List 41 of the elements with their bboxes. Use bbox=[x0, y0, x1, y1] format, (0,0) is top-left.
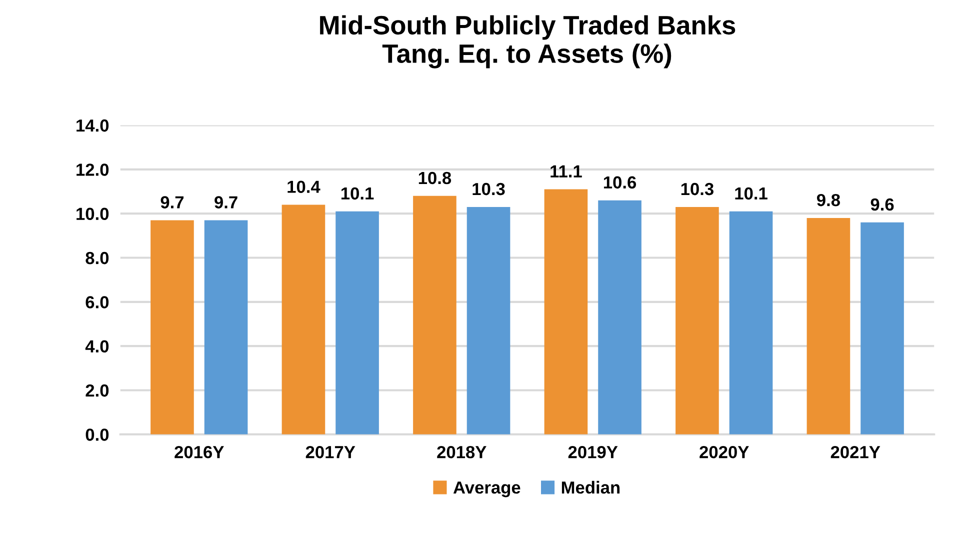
y-tick-label: 6.0 bbox=[86, 296, 109, 308]
bar bbox=[544, 189, 588, 434]
data-label: 10.1 bbox=[735, 187, 768, 200]
bar bbox=[598, 200, 642, 434]
x-tick-label: 2019Y bbox=[568, 446, 618, 458]
y-tick-label: 2.0 bbox=[86, 384, 109, 397]
x-tick-label: 2017Y bbox=[306, 446, 356, 458]
y-tick-label: 8.0 bbox=[86, 252, 109, 264]
data-label: 9.6 bbox=[870, 198, 894, 211]
bar bbox=[150, 220, 194, 434]
bar bbox=[466, 206, 510, 434]
x-tick-label: 2021Y bbox=[830, 446, 880, 458]
y-tick-label: 12.0 bbox=[76, 164, 109, 176]
y-tick-label: 14.0 bbox=[76, 119, 109, 132]
data-label: 10.6 bbox=[604, 176, 636, 189]
y-tick-label: 0.0 bbox=[86, 428, 109, 441]
data-label: 11.1 bbox=[550, 165, 582, 178]
bar bbox=[336, 211, 379, 434]
bar bbox=[676, 206, 719, 434]
x-tick-label: 2016Y bbox=[174, 446, 224, 458]
legend-label: Median bbox=[562, 480, 620, 494]
bar bbox=[413, 196, 456, 434]
bar bbox=[204, 220, 248, 434]
data-label: 10.3 bbox=[681, 182, 714, 196]
bar bbox=[729, 211, 773, 434]
data-label: 9.7 bbox=[160, 196, 184, 208]
y-tick-label: 10.0 bbox=[76, 208, 109, 220]
x-tick-label: 2020Y bbox=[700, 446, 749, 458]
data-label: 10.4 bbox=[288, 180, 320, 193]
chart-title: Mid-South Publicly Traded Banks Tang. Eq. to Assets (%) bbox=[320, 15, 736, 68]
legend-label: Average bbox=[453, 482, 520, 498]
bar bbox=[282, 204, 326, 434]
bar bbox=[860, 222, 904, 434]
x-tick-label: 2018Y bbox=[437, 446, 486, 458]
data-label: 10.1 bbox=[341, 187, 374, 200]
data-label: 9.7 bbox=[214, 196, 238, 208]
data-label: 10.8 bbox=[418, 172, 452, 184]
data-label: 10.3 bbox=[472, 182, 505, 196]
y-tick-label: 4.0 bbox=[85, 340, 109, 353]
bar bbox=[806, 218, 850, 434]
data-label: 9.8 bbox=[816, 194, 840, 206]
